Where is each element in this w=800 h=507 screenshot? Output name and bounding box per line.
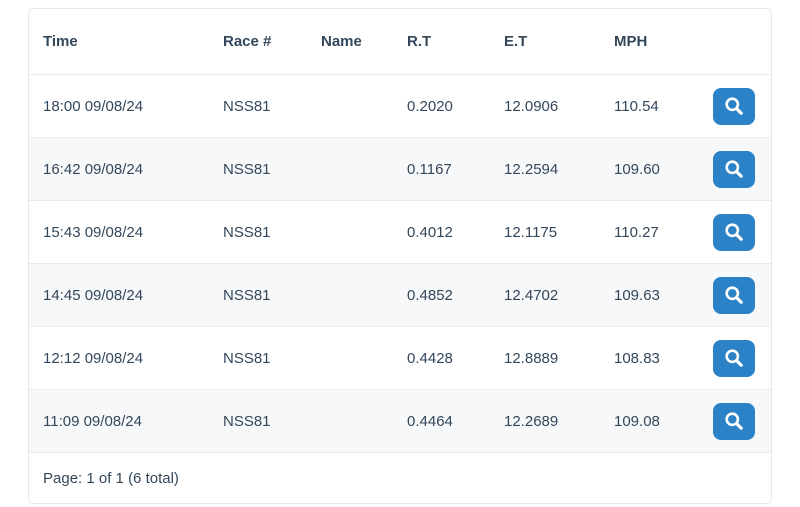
cell-name [307,137,393,201]
table-row: 11:09 09/08/24 NSS81 0.4464 12.2689 109.… [29,389,771,453]
cell-et: 12.2689 [490,389,600,453]
cell-actions [682,74,771,138]
cell-et: 12.0906 [490,74,600,138]
cell-name [307,389,393,453]
cell-name [307,74,393,138]
cell-et: 12.2594 [490,137,600,201]
cell-race-number: NSS81 [209,326,307,390]
table-header: Time Race # Name R.T E.T MPH [29,9,771,75]
cell-rt: 0.4428 [393,326,490,390]
col-header-race-number: Race # [209,9,307,75]
pagination-status: Page: 1 of 1 (6 total) [29,453,771,503]
cell-rt: 0.4012 [393,200,490,264]
col-header-actions [682,9,771,75]
cell-rt: 0.2020 [393,74,490,138]
cell-actions [682,389,771,453]
magnifier-icon [723,410,745,432]
cell-race-number: NSS81 [209,200,307,264]
cell-name [307,263,393,327]
col-header-mph: MPH [600,9,682,75]
table-row: 18:00 09/08/24 NSS81 0.2020 12.0906 110.… [29,74,771,138]
magnifier-icon [723,221,745,243]
cell-name [307,326,393,390]
cell-time: 12:12 09/08/24 [29,326,209,390]
magnifier-icon [723,158,745,180]
table-row: 16:42 09/08/24 NSS81 0.1167 12.2594 109.… [29,137,771,201]
col-header-et: E.T [490,9,600,75]
cell-mph: 110.27 [600,200,682,264]
cell-actions [682,200,771,264]
cell-mph: 109.60 [600,137,682,201]
cell-et: 12.4702 [490,263,600,327]
magnifier-icon [723,284,745,306]
cell-rt: 0.4464 [393,389,490,453]
table-row: 14:45 09/08/24 NSS81 0.4852 12.4702 109.… [29,263,771,327]
cell-race-number: NSS81 [209,74,307,138]
cell-mph: 108.83 [600,326,682,390]
cell-mph: 109.63 [600,263,682,327]
cell-race-number: NSS81 [209,389,307,453]
cell-race-number: NSS81 [209,137,307,201]
cell-et: 12.1175 [490,200,600,264]
view-run-button[interactable] [713,87,755,125]
race-results-table: Time Race # Name R.T E.T MPH 18:00 09/08… [29,9,771,453]
race-results-card: Time Race # Name R.T E.T MPH 18:00 09/08… [28,8,772,504]
magnifier-icon [723,347,745,369]
table-body: 18:00 09/08/24 NSS81 0.2020 12.0906 110.… [29,74,771,453]
view-run-button[interactable] [713,150,755,188]
cell-time: 16:42 09/08/24 [29,137,209,201]
cell-rt: 0.1167 [393,137,490,201]
cell-actions [682,326,771,390]
cell-actions [682,263,771,327]
cell-rt: 0.4852 [393,263,490,327]
cell-time: 18:00 09/08/24 [29,74,209,138]
cell-name [307,200,393,264]
cell-race-number: NSS81 [209,263,307,327]
view-run-button[interactable] [713,402,755,440]
col-header-time: Time [29,9,209,75]
view-run-button[interactable] [713,339,755,377]
table-row: 15:43 09/08/24 NSS81 0.4012 12.1175 110.… [29,200,771,264]
col-header-name: Name [307,9,393,75]
view-run-button[interactable] [713,213,755,251]
cell-time: 15:43 09/08/24 [29,200,209,264]
cell-et: 12.8889 [490,326,600,390]
table-row: 12:12 09/08/24 NSS81 0.4428 12.8889 108.… [29,326,771,390]
cell-actions [682,137,771,201]
cell-time: 11:09 09/08/24 [29,389,209,453]
cell-mph: 110.54 [600,74,682,138]
col-header-rt: R.T [393,9,490,75]
view-run-button[interactable] [713,276,755,314]
magnifier-icon [723,95,745,117]
cell-mph: 109.08 [600,389,682,453]
cell-time: 14:45 09/08/24 [29,263,209,327]
